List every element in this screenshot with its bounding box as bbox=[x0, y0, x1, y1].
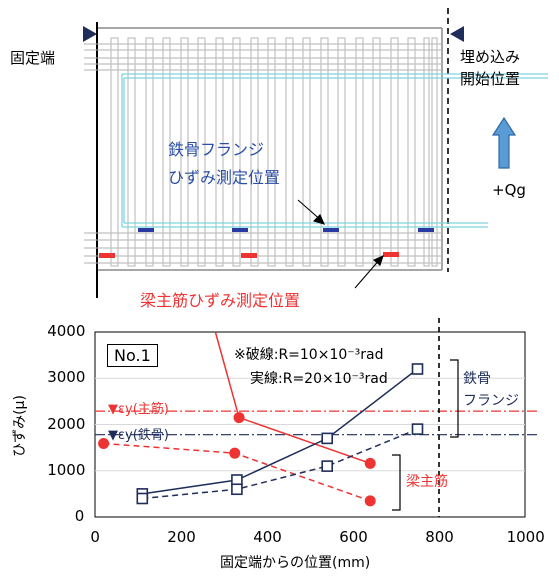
y-tick-label: 0 bbox=[74, 507, 85, 525]
data-point bbox=[411, 363, 424, 375]
y-axis-label: ひずみ(μ) bbox=[11, 395, 28, 457]
leader-arrows bbox=[297, 199, 384, 289]
main-bar-gauge-label: 梁主筋ひずみ測定位置 bbox=[140, 291, 301, 310]
flange-gauge-label-line1: 鉄骨フランジ bbox=[168, 140, 265, 159]
x-axis-label: 固定端からの位置(mm) bbox=[220, 555, 371, 571]
embed-marker-icon bbox=[450, 26, 464, 42]
fixed-end-label: 固定端 bbox=[10, 49, 56, 67]
x-tick-label: 1000 bbox=[506, 528, 545, 546]
y-tick-label: 4000 bbox=[47, 322, 86, 340]
data-point bbox=[364, 457, 376, 469]
shear-arrow-icon bbox=[491, 116, 517, 169]
x-tick-label: 200 bbox=[167, 528, 196, 546]
data-point bbox=[321, 460, 334, 472]
fixed-end-marker-icon bbox=[83, 26, 97, 42]
data-point bbox=[364, 495, 376, 507]
embed-start-label-line1: 埋め込み bbox=[460, 48, 521, 66]
x-tick-label: 600 bbox=[339, 528, 368, 546]
y-tick-label: 2000 bbox=[47, 414, 86, 433]
data-point bbox=[231, 483, 243, 496]
longitudinal-bars-bottom bbox=[84, 232, 442, 264]
data-point bbox=[98, 437, 110, 449]
bar-bracket-label: 梁主筋 bbox=[406, 474, 448, 490]
bar-bracket bbox=[392, 454, 401, 511]
steel-bracket-label-line2: フランジ bbox=[463, 393, 519, 409]
steel-bracket bbox=[450, 359, 459, 438]
x-tick-label: 0 bbox=[90, 528, 100, 546]
beam-outline bbox=[97, 27, 443, 271]
x-tick-label: 400 bbox=[253, 528, 282, 546]
embed-start-label-line2: 開始位置 bbox=[460, 70, 521, 88]
yield-steel-label: ▼εy(鉄骨) bbox=[108, 428, 169, 443]
stirrups bbox=[110, 37, 438, 267]
beam-diagram bbox=[83, 8, 548, 298]
flange-gauges bbox=[138, 228, 434, 232]
shear-force-label: +Qg bbox=[492, 181, 526, 199]
steel-section bbox=[121, 73, 548, 228]
data-point bbox=[229, 447, 241, 459]
series-line-navy-dashed bbox=[142, 428, 418, 500]
y-tick-label: 3000 bbox=[47, 368, 86, 387]
steel-bracket-label-line1: 鉄骨 bbox=[463, 371, 491, 387]
yield-main-bar-label: ▼εy(主筋) bbox=[108, 402, 169, 417]
series-layer bbox=[98, 331, 424, 507]
series-line-navy-solid bbox=[142, 368, 418, 495]
y-tick-label: 1000 bbox=[47, 460, 86, 479]
data-point bbox=[321, 432, 334, 445]
legend-box: No.1 bbox=[107, 344, 158, 367]
flange-gauge-label-line2: ひずみ測定位置 bbox=[168, 168, 281, 187]
x-tick-label: 800 bbox=[425, 528, 454, 546]
longitudinal-bars-top bbox=[84, 43, 442, 71]
note-line1: ※破線:R=10×10⁻³rad bbox=[234, 347, 384, 363]
main-bar-gauges bbox=[99, 252, 399, 258]
data-point bbox=[233, 412, 245, 424]
data-point bbox=[136, 492, 149, 505]
note-line2: 実線:R=20×10⁻³rad bbox=[250, 371, 388, 387]
data-point bbox=[411, 423, 424, 435]
